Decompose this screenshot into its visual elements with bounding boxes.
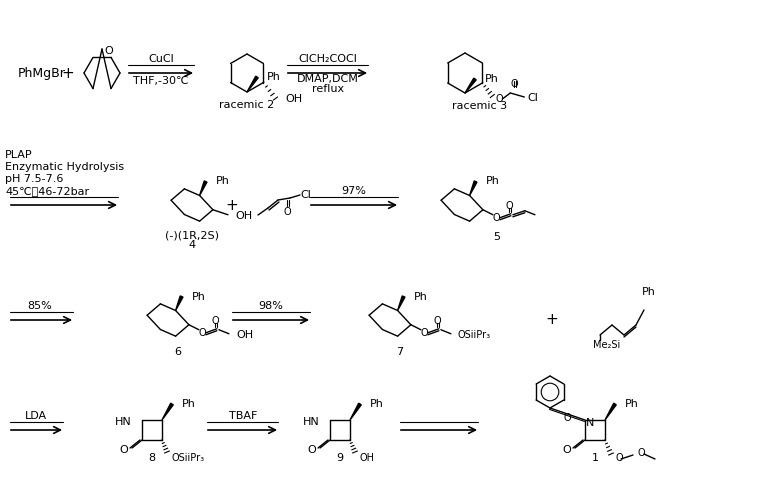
Text: O: O xyxy=(308,445,316,455)
Text: TBAF: TBAF xyxy=(229,411,257,421)
Text: Ph: Ph xyxy=(370,399,384,409)
Text: 1: 1 xyxy=(591,453,598,463)
Text: OH: OH xyxy=(235,211,252,221)
Text: Cl: Cl xyxy=(301,190,312,200)
Text: Ph: Ph xyxy=(485,176,500,187)
Text: N: N xyxy=(586,418,594,428)
Text: Enzymatic Hydrolysis: Enzymatic Hydrolysis xyxy=(5,162,124,172)
Polygon shape xyxy=(247,76,258,92)
Text: O: O xyxy=(564,412,572,423)
Polygon shape xyxy=(465,78,476,93)
Text: Ph: Ph xyxy=(485,74,499,84)
Text: Ph: Ph xyxy=(413,292,428,301)
Text: HN: HN xyxy=(303,417,320,427)
Text: O: O xyxy=(120,445,128,455)
Text: ClCH₂COCl: ClCH₂COCl xyxy=(298,54,357,64)
Text: O: O xyxy=(420,328,428,338)
Text: O: O xyxy=(198,328,206,338)
Polygon shape xyxy=(350,403,361,420)
Text: O: O xyxy=(283,207,290,217)
Text: O: O xyxy=(433,316,441,326)
Text: O: O xyxy=(211,316,218,326)
Text: DMAP,DCM: DMAP,DCM xyxy=(297,74,359,84)
Text: pH 7.5-7.6: pH 7.5-7.6 xyxy=(5,174,63,184)
Text: racemic 2: racemic 2 xyxy=(219,100,275,110)
Text: Ph: Ph xyxy=(182,399,196,409)
Text: (-)(1R,2S): (-)(1R,2S) xyxy=(165,230,219,240)
Text: 4: 4 xyxy=(189,240,196,250)
Text: +: + xyxy=(546,313,558,327)
Text: OSiiPr₃: OSiiPr₃ xyxy=(172,453,205,463)
Text: O: O xyxy=(563,445,572,455)
Text: O: O xyxy=(105,46,114,56)
Polygon shape xyxy=(470,181,477,195)
Text: Ph: Ph xyxy=(625,399,639,409)
Text: reflux: reflux xyxy=(312,84,344,94)
Text: racemic 3: racemic 3 xyxy=(453,101,507,111)
Text: LDA: LDA xyxy=(25,411,47,421)
Text: OH: OH xyxy=(236,330,253,340)
Text: Cl: Cl xyxy=(527,93,538,103)
Polygon shape xyxy=(398,296,405,311)
Text: 9: 9 xyxy=(337,453,344,463)
Text: Ph: Ph xyxy=(215,176,229,187)
Polygon shape xyxy=(175,296,183,311)
Text: 97%: 97% xyxy=(341,186,366,196)
Text: 98%: 98% xyxy=(258,301,283,311)
Text: OSiiPr₃: OSiiPr₃ xyxy=(458,330,491,340)
Text: O: O xyxy=(496,94,503,104)
Text: 45℃，46-72bar: 45℃，46-72bar xyxy=(5,186,89,196)
Polygon shape xyxy=(162,403,173,420)
Text: PLAP: PLAP xyxy=(5,150,33,160)
Text: O: O xyxy=(511,79,518,89)
Text: PhMgBr: PhMgBr xyxy=(18,67,66,79)
Text: CuCl: CuCl xyxy=(148,54,174,64)
Text: O: O xyxy=(615,453,622,463)
Text: OH: OH xyxy=(360,453,375,463)
Text: HN: HN xyxy=(115,417,132,427)
Polygon shape xyxy=(200,181,207,195)
Text: O: O xyxy=(638,448,646,458)
Text: THF,-30℃: THF,-30℃ xyxy=(133,76,189,86)
Text: OH: OH xyxy=(286,94,302,105)
Text: 5: 5 xyxy=(493,232,500,242)
Text: Ph: Ph xyxy=(267,72,281,82)
Text: 85%: 85% xyxy=(27,301,52,311)
Text: Ph: Ph xyxy=(192,292,205,301)
Text: O: O xyxy=(505,201,513,211)
Text: +: + xyxy=(226,198,238,212)
Text: Ph: Ph xyxy=(642,287,656,297)
Text: 8: 8 xyxy=(149,453,156,463)
Text: O: O xyxy=(492,213,500,223)
Text: +: + xyxy=(62,65,74,80)
Text: 6: 6 xyxy=(175,347,182,357)
Text: 7: 7 xyxy=(396,347,403,357)
Text: Me₂Si: Me₂Si xyxy=(593,340,620,350)
Polygon shape xyxy=(605,403,616,420)
